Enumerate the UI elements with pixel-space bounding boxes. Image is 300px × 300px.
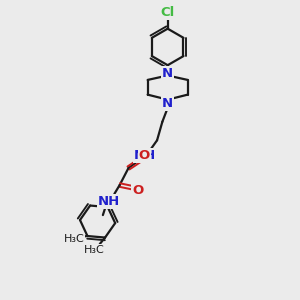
Text: O: O xyxy=(139,149,150,162)
Text: H₃C: H₃C xyxy=(84,245,105,255)
Text: N: N xyxy=(162,67,173,80)
Text: O: O xyxy=(132,184,144,197)
Text: H₃C: H₃C xyxy=(64,234,84,244)
Text: N: N xyxy=(162,97,173,110)
Text: Cl: Cl xyxy=(160,6,175,19)
Text: NH: NH xyxy=(98,195,121,208)
Text: NH: NH xyxy=(134,149,156,162)
